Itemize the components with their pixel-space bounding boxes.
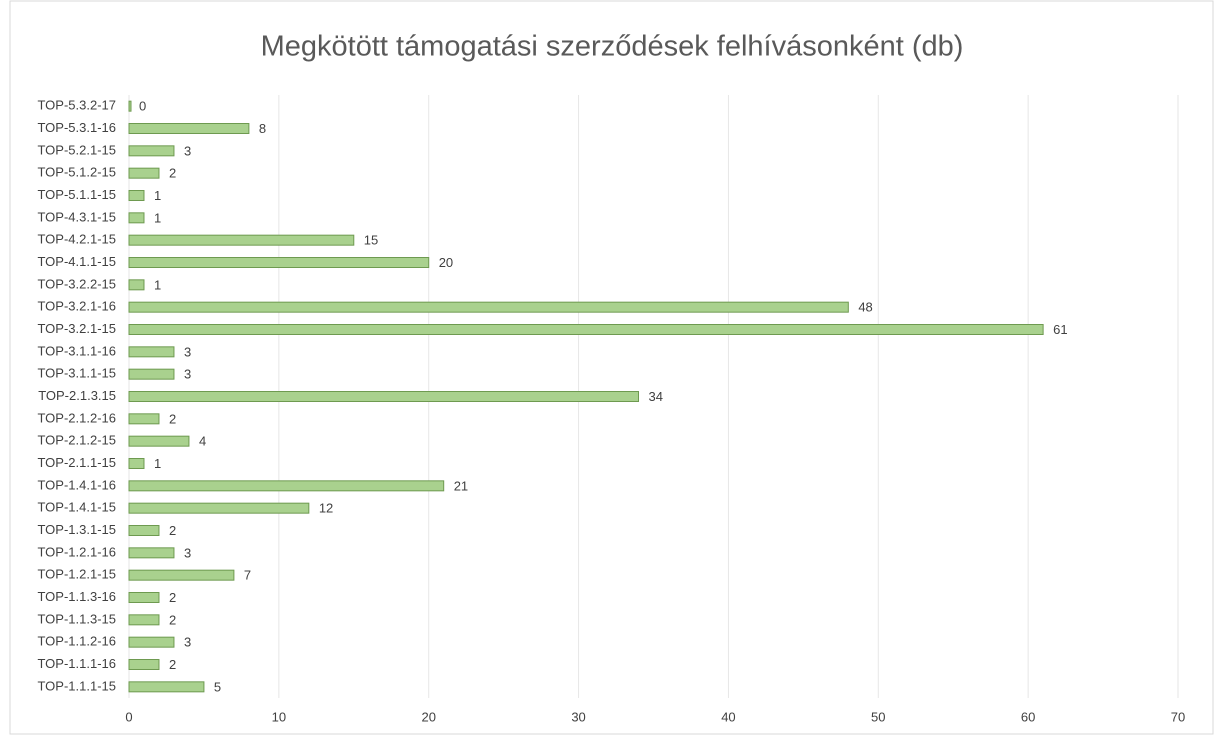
value-label: 1 (154, 277, 161, 292)
value-label: 48 (858, 300, 872, 315)
y-tick-label: TOP-1.1.1-16 (37, 656, 116, 671)
bar (128, 659, 160, 670)
y-tick-label: TOP-3.2.1-15 (37, 321, 116, 336)
y-tick-label: TOP-5.1.1-15 (37, 187, 116, 202)
y-tick-label: TOP-4.1.1-15 (37, 254, 116, 269)
value-label: 2 (169, 166, 176, 181)
chart-title: Megkötött támogatási szerződések felhívá… (261, 31, 964, 63)
bar (128, 167, 160, 179)
bar (128, 681, 205, 693)
y-tick-label: TOP-1.2.1-16 (37, 544, 116, 559)
y-tick-label: TOP-5.2.1-15 (37, 142, 116, 157)
y-tick-label: TOP-3.2.2-15 (37, 276, 116, 291)
bar (128, 614, 160, 626)
x-tick-label: 60 (1021, 709, 1035, 724)
bar (128, 100, 132, 112)
bar (128, 346, 175, 358)
value-label: 3 (184, 344, 191, 359)
value-label: 2 (169, 411, 176, 426)
y-tick-label: TOP-3.1.1-15 (37, 366, 116, 381)
value-label: 61 (1053, 322, 1067, 337)
bar (128, 212, 145, 224)
value-label: 1 (154, 210, 161, 225)
value-label: 2 (169, 523, 176, 538)
x-tick-label: 30 (571, 709, 585, 724)
bar (128, 123, 250, 134)
value-label: 15 (364, 233, 378, 248)
y-tick-label: TOP-4.3.1-15 (37, 209, 116, 224)
y-tick-label: TOP-3.1.1-16 (37, 343, 116, 358)
bar (128, 279, 145, 291)
x-tick-label: 40 (721, 709, 735, 724)
y-tick-label: TOP-1.4.1-15 (37, 500, 116, 515)
bar (128, 413, 160, 425)
bar (128, 324, 1044, 335)
bar (128, 257, 430, 268)
y-tick-label: TOP-1.4.1-16 (37, 477, 116, 492)
x-tick-label: 50 (871, 709, 885, 724)
y-tick-label: TOP-1.1.1-15 (37, 678, 116, 693)
value-label: 5 (214, 679, 221, 694)
value-label: 2 (169, 590, 176, 605)
value-label: 1 (154, 456, 161, 471)
y-tick-label: TOP-5.1.2-15 (37, 165, 116, 180)
value-label: 21 (454, 478, 468, 493)
value-label: 3 (184, 367, 191, 382)
bar (128, 569, 235, 581)
y-tick-label: TOP-1.1.3-15 (37, 611, 116, 626)
value-label: 20 (439, 255, 453, 270)
value-label: 34 (649, 389, 663, 404)
y-tick-label: TOP-2.1.3.15 (38, 388, 116, 403)
bar (128, 547, 175, 559)
y-tick-label: TOP-1.3.1-15 (37, 522, 116, 537)
y-tick-label: TOP-2.1.2-15 (37, 433, 116, 448)
y-tick-label: TOP-2.1.2-16 (37, 410, 116, 425)
bar (128, 234, 355, 246)
value-label: 2 (169, 657, 176, 672)
bar (128, 502, 310, 514)
y-tick-label: TOP-2.1.1-15 (37, 455, 116, 470)
y-tick-label: TOP-4.2.1-15 (37, 232, 116, 247)
bar (128, 592, 160, 603)
bar (128, 525, 160, 536)
value-label: 0 (139, 99, 146, 114)
x-tick-label: 20 (421, 709, 435, 724)
y-tick-label: TOP-5.3.1-16 (37, 120, 116, 135)
x-tick-label: 70 (1171, 709, 1185, 724)
value-label: 3 (184, 635, 191, 650)
bar (128, 145, 175, 157)
value-label: 3 (184, 143, 191, 158)
y-tick-label: TOP-1.2.1-15 (37, 567, 116, 582)
value-label: 12 (319, 501, 333, 516)
bar (128, 391, 640, 402)
bar (128, 480, 445, 492)
y-tick-label: TOP-1.1.2-16 (37, 634, 116, 649)
bar (128, 301, 849, 313)
value-label: 2 (169, 612, 176, 627)
value-label: 4 (199, 434, 206, 449)
value-label: 1 (154, 188, 161, 203)
x-tick-label: 10 (272, 709, 286, 724)
bar (128, 190, 145, 201)
y-tick-label: TOP-1.1.3-16 (37, 589, 116, 604)
y-tick-label: TOP-3.2.1-16 (37, 299, 116, 314)
x-tick-label: 0 (125, 709, 132, 724)
value-label: 3 (184, 545, 191, 560)
bar (128, 458, 145, 469)
bar (128, 435, 190, 447)
value-label: 7 (244, 568, 251, 583)
bar (128, 636, 175, 648)
bar (128, 368, 175, 380)
value-label: 8 (259, 121, 266, 136)
y-tick-label: TOP-5.3.2-17 (37, 98, 116, 113)
